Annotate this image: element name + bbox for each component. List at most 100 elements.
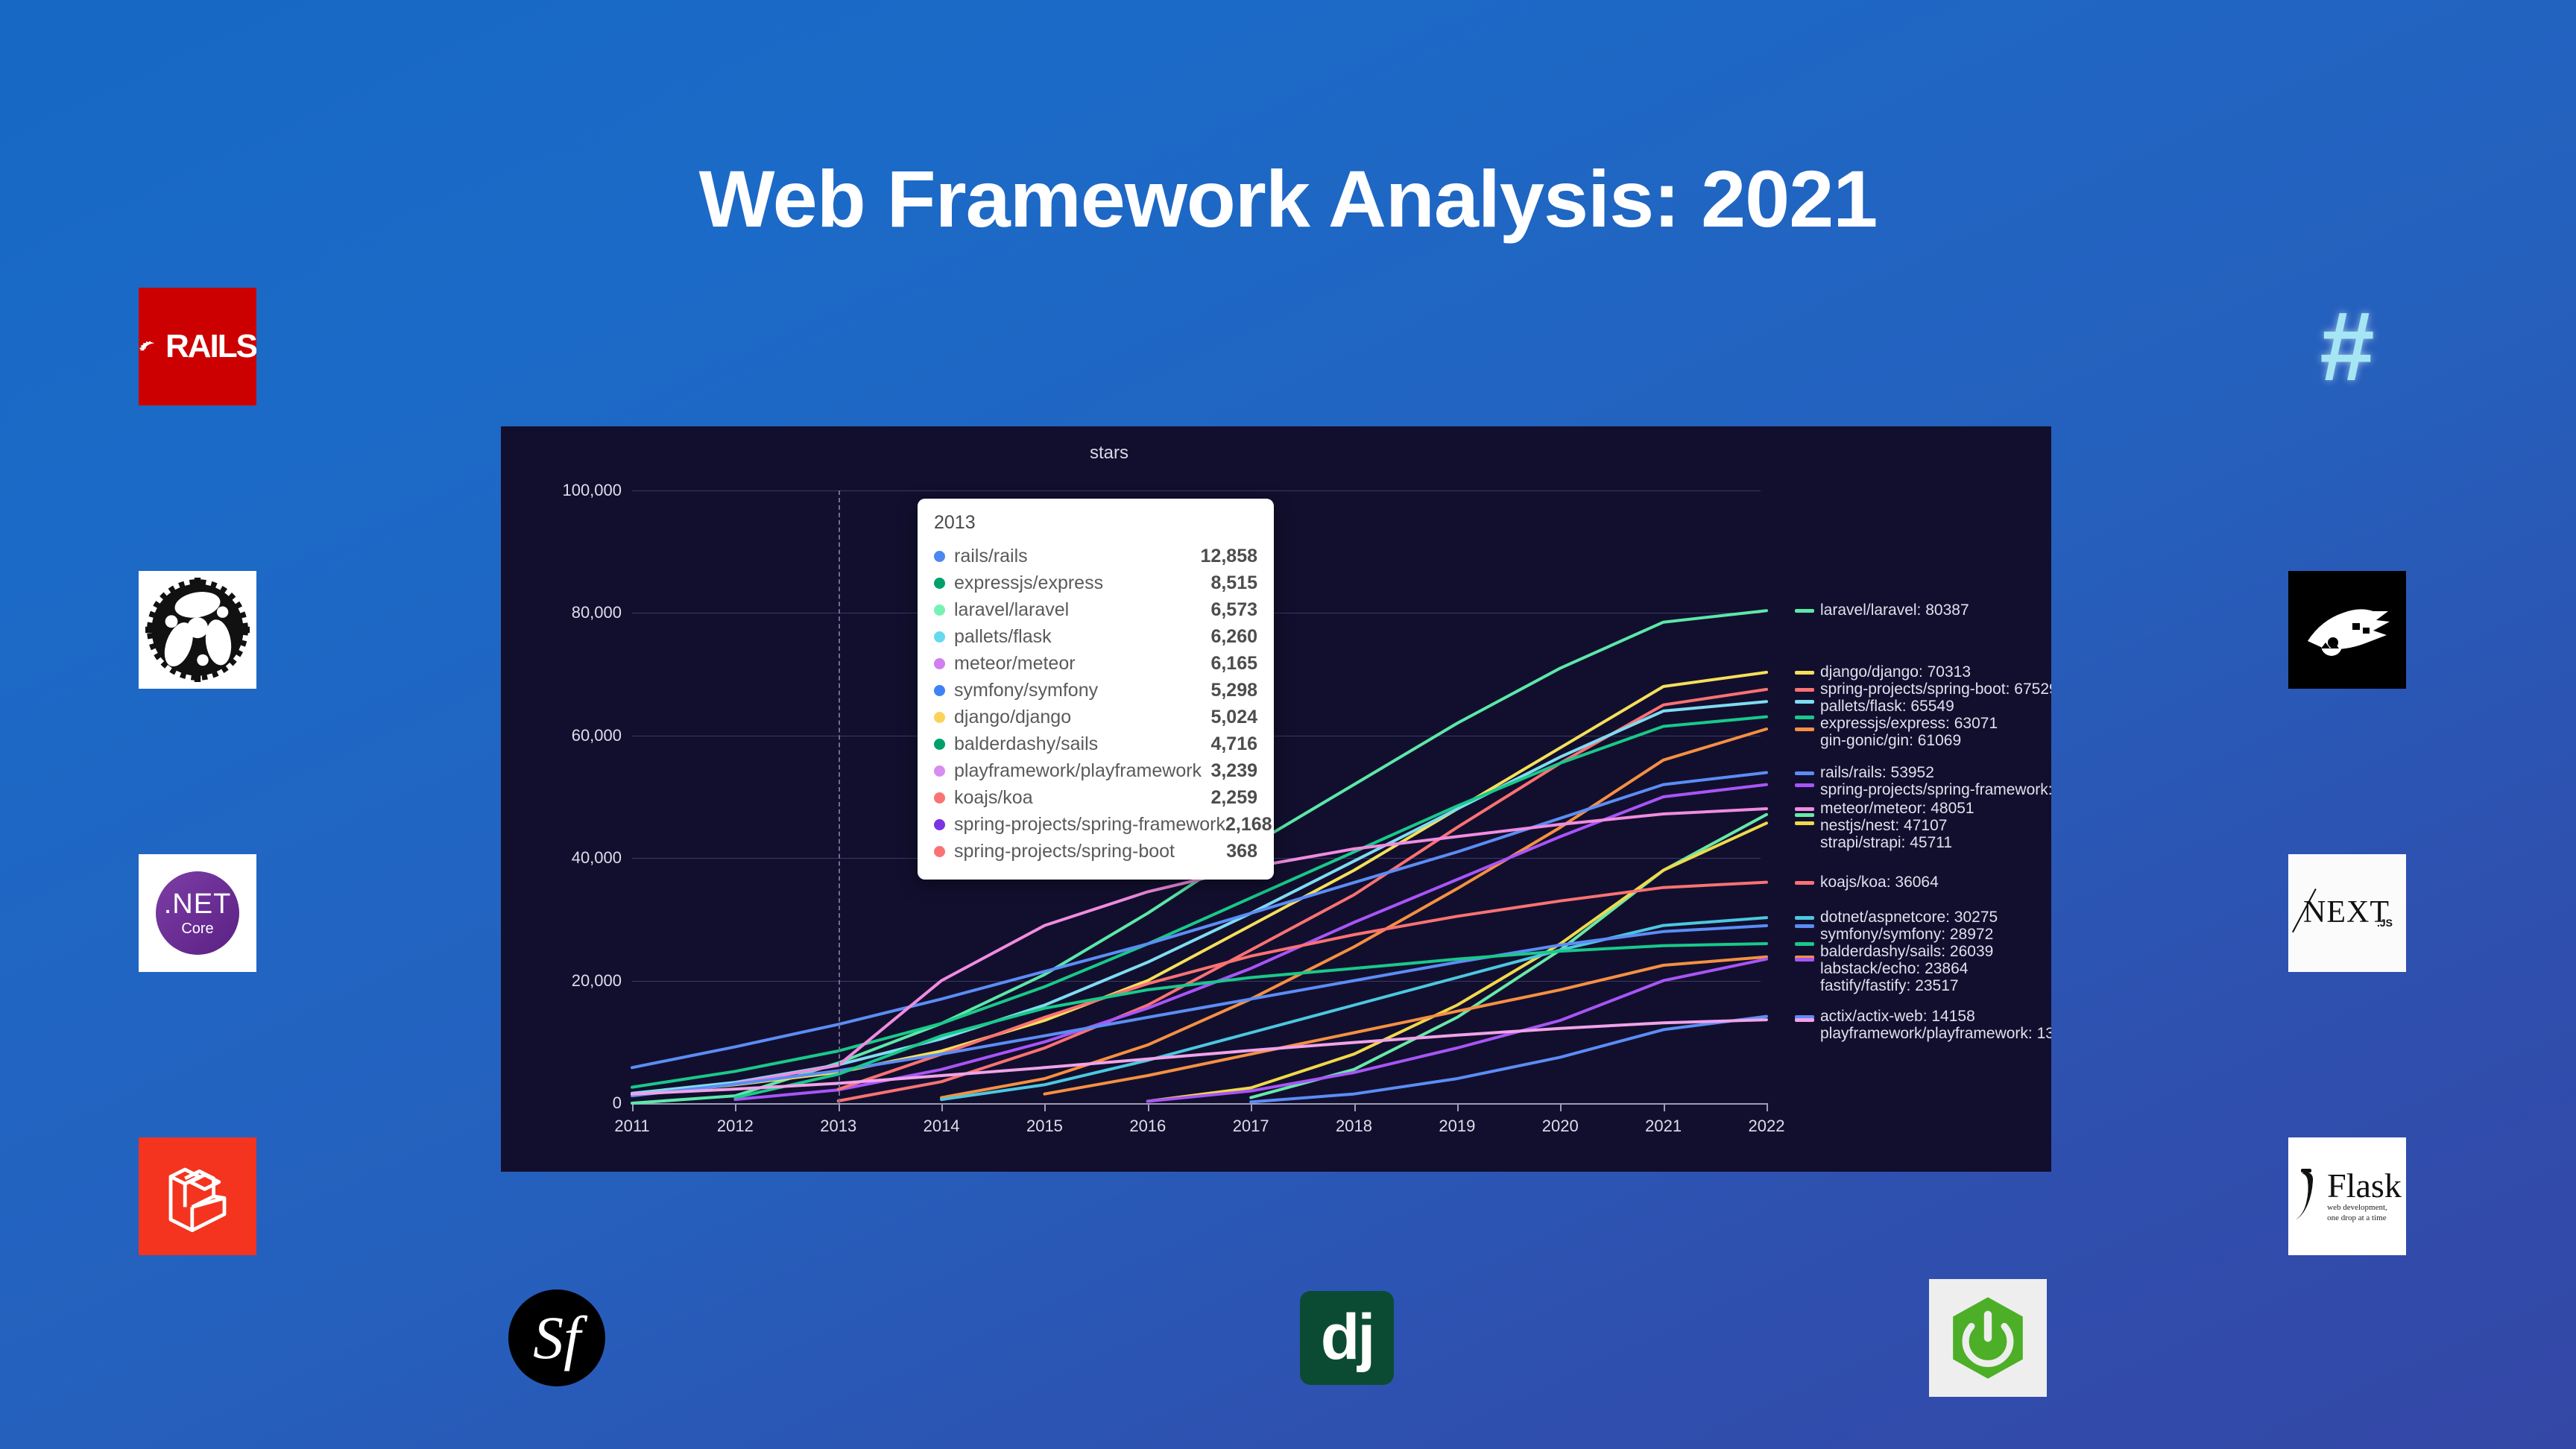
- flask-logo: Flask web development, one drop at a time: [2288, 1137, 2406, 1255]
- series-color-dot-icon: [934, 577, 945, 589]
- end-label-swatch: [1795, 916, 1814, 921]
- series-line: [940, 727, 1768, 1099]
- end-label-swatch: [1795, 771, 1814, 775]
- end-label-swatch: [1795, 955, 1814, 959]
- csharp-logo: #: [2288, 288, 2406, 405]
- end-label: labstack/echo: 23864: [1820, 960, 1969, 978]
- end-label-swatch: [1795, 1018, 1814, 1023]
- laravel-icon: [168, 1167, 227, 1232]
- y-tick-label: 0: [612, 1093, 622, 1112]
- tooltip-row: pallets/flask 6,260: [934, 623, 1257, 650]
- tooltip-series-name: rails/rails: [954, 545, 1028, 566]
- flask-horn-icon: [2296, 1169, 2314, 1219]
- gin-gopher-icon: [2308, 609, 2390, 656]
- x-tick-label: 2011: [614, 1117, 650, 1135]
- end-label: playframework/playframework: 13616: [1820, 1024, 2051, 1042]
- tooltip-rows: rails/rails 12,858 expressjs/express 8,515 l…: [934, 543, 1272, 865]
- y-tick-label: 40,000: [571, 848, 622, 868]
- x-tick-mark: [1767, 1103, 1768, 1111]
- series-line: [1146, 957, 1768, 1103]
- x-tick-mark: [1044, 1103, 1046, 1111]
- end-label: actix/actix-web: 14158: [1820, 1007, 1975, 1025]
- series-color-dot-icon: [934, 765, 945, 777]
- tooltip-year: 2013: [934, 512, 976, 533]
- django-logo: dj: [1288, 1279, 1406, 1397]
- tooltip-series-value: 12,858: [1200, 545, 1257, 566]
- series-line: [631, 715, 1768, 1089]
- flask-wordmark: Flask: [2327, 1167, 2402, 1205]
- tooltip-series-value: 2,259: [1210, 786, 1257, 808]
- end-label: rails/rails: 53952: [1820, 763, 1934, 781]
- tooltip-series-value: 5,024: [1210, 706, 1257, 727]
- y-tick-label: 20,000: [571, 970, 622, 990]
- series-line: [940, 916, 1768, 1102]
- x-tick-label: 2017: [1232, 1117, 1269, 1135]
- sails-cog-icon: [145, 578, 250, 682]
- end-label: koajs/koa: 36064: [1820, 873, 1939, 891]
- tooltip-row: laravel/laravel 6,573: [934, 596, 1257, 623]
- flask-tagline: web development, one drop at a time: [2327, 1203, 2387, 1222]
- series-end-labels: laravel/laravel: 80387 django/django: 703…: [1795, 426, 2051, 1172]
- end-label-swatch: [1795, 700, 1814, 704]
- end-label: meteor/meteor: 48051: [1820, 800, 1974, 818]
- symfony-circle: Sf: [508, 1289, 605, 1386]
- tooltip-row: koajs/koa 2,259: [934, 784, 1257, 811]
- y-tick-label: 100,000: [562, 481, 622, 499]
- y-tick-label: 80,000: [571, 603, 622, 622]
- end-label-swatch: [1795, 880, 1814, 885]
- series-color-dot-icon: [934, 657, 945, 669]
- x-tick-label: 2015: [1026, 1117, 1063, 1135]
- rails-logo: RAILS: [139, 288, 256, 405]
- end-label-swatch: [1795, 783, 1814, 787]
- end-label-swatch: [1795, 812, 1814, 817]
- django-wordmark: dj: [1320, 1301, 1375, 1374]
- tooltip-row: django/django 5,024: [934, 704, 1257, 730]
- tooltip-row: playframework/playframework 3,239: [934, 757, 1257, 784]
- series-line: [1043, 955, 1768, 1096]
- end-label-swatch: [1795, 941, 1814, 946]
- nextjs-logo: NEXT .JS: [2288, 854, 2406, 972]
- spring-boot-logo: [1929, 1279, 2047, 1397]
- x-tick-label: 2014: [923, 1117, 960, 1135]
- tooltip-row: expressjs/express 8,515: [934, 569, 1257, 596]
- end-label: strapi/strapi: 45711: [1820, 834, 1953, 852]
- x-tick-mark: [1147, 1103, 1149, 1111]
- x-tick-label: 2021: [1645, 1117, 1682, 1135]
- tooltip-series-value: 3,239: [1210, 760, 1257, 781]
- series-color-dot-icon: [934, 604, 945, 616]
- x-tick-mark: [1354, 1103, 1356, 1111]
- gin-logo: [2288, 571, 2406, 689]
- tooltip-series-value: 6,260: [1210, 625, 1257, 647]
- series-line: [631, 771, 1768, 1070]
- series-color-dot-icon: [934, 631, 945, 643]
- end-label-swatch: [1795, 957, 1814, 962]
- tooltip-row: balderdashy/sails 4,716: [934, 730, 1257, 757]
- series-color-dot-icon: [934, 792, 945, 804]
- y-axis-title: stars: [1090, 443, 1129, 463]
- end-label: fastify/fastify: 23517: [1820, 977, 1959, 995]
- x-tick-mark: [632, 1103, 634, 1111]
- symfony-wordmark: Sf: [533, 1304, 581, 1372]
- x-tick-mark: [1456, 1103, 1459, 1111]
- end-label: pallets/flask: 65549: [1820, 698, 1954, 716]
- x-tick-label: 2020: [1541, 1117, 1579, 1135]
- symfony-logo: Sf: [498, 1279, 616, 1397]
- end-label: spring-projects/spring-boot: 67529: [1820, 681, 2051, 698]
- x-tick-mark: [1251, 1103, 1253, 1111]
- end-label-swatch: [1795, 671, 1814, 675]
- tooltip-series-value: 6,573: [1210, 599, 1257, 620]
- page-title: Web Framework Analysis: 2021: [698, 154, 1878, 244]
- next-wordmark: NEXT: [2303, 895, 2390, 929]
- end-label: balderdashy/sails: 26039: [1820, 943, 1994, 961]
- django-box: dj: [1300, 1291, 1394, 1385]
- x-axis-line: [632, 1103, 1767, 1105]
- tooltip-row: spring-projects/spring-framework 2,168: [934, 811, 1272, 838]
- tooltip-row: symfony/symfony 5,298: [934, 677, 1257, 704]
- tooltip-series-name: laravel/laravel: [954, 599, 1070, 620]
- tooltip-series-name: spring-projects/spring-boot: [954, 840, 1175, 862]
- tooltip-series-name: balderdashy/sails: [954, 733, 1099, 754]
- rails-wordmark: RAILS: [165, 328, 256, 364]
- series-line: [836, 880, 1768, 1091]
- tooltip-series-value: 5,298: [1210, 679, 1257, 701]
- dotnet-core-logo: .NET Core: [139, 854, 256, 972]
